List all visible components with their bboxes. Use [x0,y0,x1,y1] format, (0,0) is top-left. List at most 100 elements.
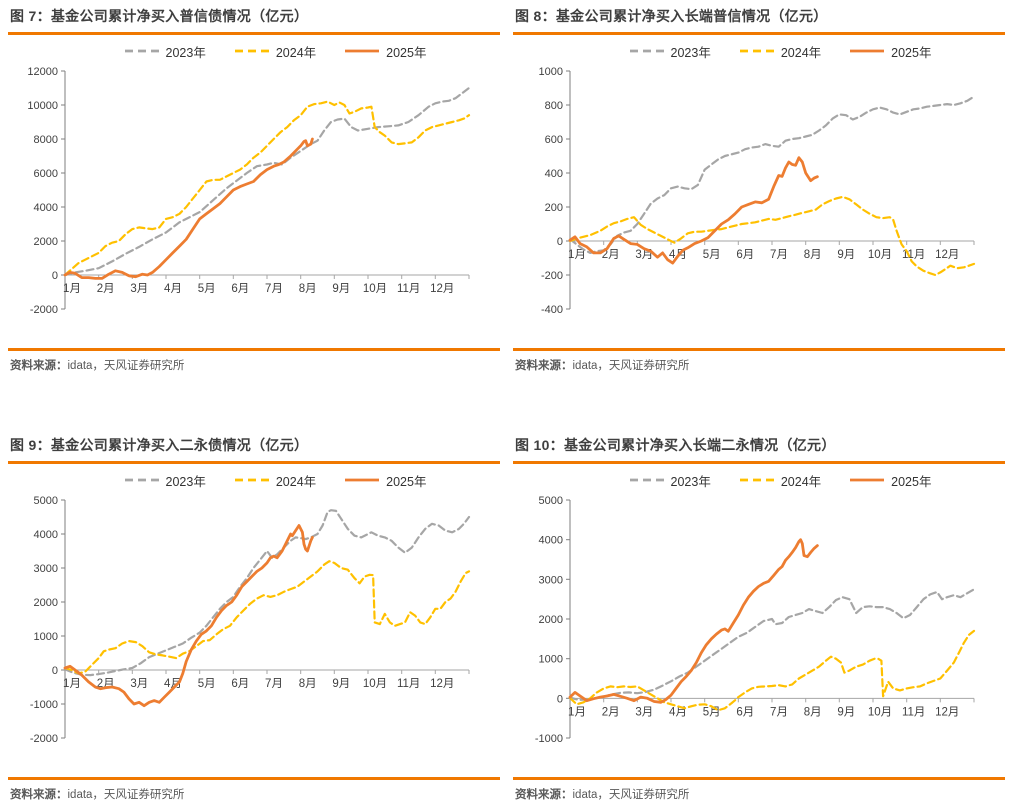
source-label: 资料来源： [10,789,68,801]
source-label: 资料来源： [515,789,573,801]
series-line-2024年 [63,560,471,675]
x-tick-label: 10月 [363,678,387,690]
x-tick-label: 7月 [770,706,788,718]
y-tick-label: 1000 [34,631,58,643]
series-line-2023年 [568,588,976,701]
y-tick-label: 6000 [34,168,58,180]
legend-line-sample [124,478,159,482]
legend-item-2023年: 2023年 [124,471,206,490]
x-tick-label: 8月 [299,678,317,690]
legend-label: 2023年 [165,474,206,489]
source-label: 资料来源： [10,360,68,372]
figure-title: 图 10：基金公司累计净买入长端二永情况（亿元） [515,437,836,453]
y-tick-label: 800 [545,100,563,112]
x-tick-label: 4月 [164,678,182,690]
x-tick-label: 6月 [736,706,754,718]
legend-line-sample [850,49,885,53]
y-tick-label: -2000 [30,733,58,745]
y-tick-label: 2000 [539,614,563,626]
legend-item-2023年: 2023年 [629,471,711,490]
x-tick-label: 1月 [568,249,586,261]
x-tick-label: 7月 [265,283,283,295]
x-tick-label: 12月 [935,706,959,718]
legend-line-sample [234,49,269,53]
y-tick-label: 1000 [539,66,563,78]
legend-line-sample [345,478,380,482]
x-tick-label: 12月 [430,283,454,295]
x-tick-label: 8月 [299,283,317,295]
y-tick-label: -400 [541,304,563,316]
legend-item-2024年: 2024年 [739,42,821,61]
x-tick-label: 7月 [770,249,788,261]
y-tick-label: 10000 [27,100,58,112]
legend-label: 2024年 [275,474,317,489]
x-tick-label: 5月 [703,706,721,718]
legend-label: 2025年 [386,474,427,489]
y-tick-label: 3000 [34,563,58,575]
legend-item-2025年: 2025年 [344,42,426,61]
series-line-2023年 [568,95,976,254]
x-tick-label: 10月 [363,283,387,295]
legend-line-sample [124,49,159,53]
legend-line-sample [629,478,664,482]
chart-area: 2023年 2024年 2025年 -2000 0 2000 4000 6000 8000 10… [8,35,500,339]
figure-panel-10: 图 10：基金公司累计净买入长端二永情况（亿元） 2023年 2024年 2025年… [513,435,1005,802]
y-tick-label: 0 [52,270,58,282]
x-tick-label: 8月 [804,706,822,718]
source-value: idata，天风证券研究所 [67,789,185,801]
series-line-2023年 [63,86,471,277]
y-tick-label: 1000 [539,654,563,666]
accent-rule-top [8,32,500,35]
x-tick-label: 1月 [63,283,81,295]
x-tick-label: 9月 [332,283,350,295]
source-line: 资料来源：idata，天风证券研究所 [515,786,1005,802]
legend-label: 2024年 [780,474,822,489]
x-tick-label: 9月 [332,678,350,690]
x-tick-label: 12月 [430,678,454,690]
x-tick-label: 3月 [130,283,148,295]
x-tick-label: 1月 [63,678,81,690]
x-tick-label: 3月 [635,706,653,718]
line-chart: -1000 0 1000 2000 3000 4000 5000 1月 2月 3月 4月 5月 6月 7月… [535,495,976,745]
series-line-2023年 [63,509,471,677]
legend-item-2023年: 2023年 [629,42,711,61]
legend-label: 2024年 [275,45,317,60]
chart-legend: 2023年 2024年 2025年 [513,41,1005,61]
x-tick-label: 3月 [130,678,148,690]
series-line-2024年 [568,629,976,712]
y-tick-label: -1000 [30,699,58,711]
legend-label: 2023年 [670,45,711,60]
legend-line-sample [345,49,380,53]
legend-item-2024年: 2024年 [739,471,821,490]
accent-rule-bottom [8,348,500,351]
accent-rule-bottom [8,777,500,780]
x-tick-label: 11月 [902,706,925,718]
x-tick-label: 3月 [635,249,653,261]
legend-item-2024年: 2024年 [234,42,316,61]
y-tick-label: 400 [545,168,563,180]
y-tick-label: 0 [557,236,563,248]
x-tick-label: 5月 [198,283,216,295]
source-value: idata，天风证券研究所 [67,360,185,372]
y-tick-label: 200 [545,202,563,214]
accent-rule-bottom [513,348,1005,351]
legend-label: 2023年 [165,45,206,60]
legend-line-sample [234,478,269,482]
x-tick-label: 4月 [669,706,687,718]
legend-label: 2023年 [670,474,711,489]
accent-rule-top [513,461,1005,464]
y-tick-label: 5000 [539,495,563,507]
figure-panel-7: 图 7：基金公司累计净买入普信债情况（亿元） 2023年 2024年 2025年 -… [8,6,500,373]
figure-title: 图 8：基金公司累计净买入长端普信情况（亿元） [515,8,828,24]
source-value: idata，天风证券研究所 [572,360,690,372]
legend-line-sample [850,478,885,482]
x-tick-label: 5月 [703,249,721,261]
legend-label: 2025年 [891,45,932,60]
figure-panel-9: 图 9：基金公司累计净买入二永债情况（亿元） 2023年 2024年 2025年 -… [8,435,500,802]
chart-legend: 2023年 2024年 2025年 [8,470,500,490]
legend-label: 2024年 [780,45,822,60]
x-tick-label: 11月 [397,678,420,690]
x-tick-label: 2月 [602,706,620,718]
